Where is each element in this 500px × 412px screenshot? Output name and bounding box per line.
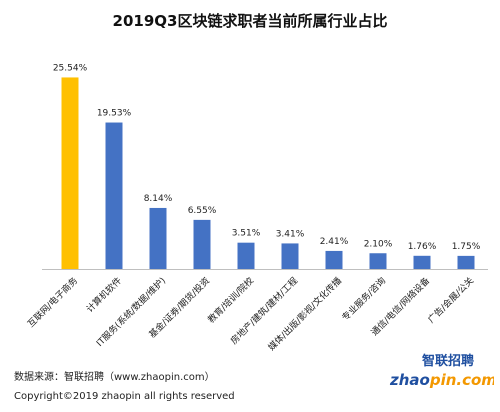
bar-7 (325, 250, 343, 269)
value-label-6: 3.41% (276, 229, 305, 239)
category-label-8: 专业服务/咨询 (339, 275, 388, 324)
category-label-7: 媒体/出版/影视/文化传播 (266, 275, 345, 354)
value-label-2: 19.53% (97, 109, 132, 119)
bars-layer (61, 77, 475, 270)
bar-8 (369, 253, 387, 269)
value-label-5: 3.51% (232, 229, 261, 239)
category-label-10: 广告/会展/公关 (425, 275, 476, 326)
value-label-10: 1.75% (452, 242, 481, 252)
logo-wordmark: zhaopin.com (389, 371, 494, 389)
category-labels-layer: 互联网/电子商务 计算机软件IT服务(系统/数据/维护)基金/证券/期货/投资教育… (25, 275, 476, 354)
value-label-3: 8.14% (144, 194, 173, 204)
bar-2 (105, 122, 123, 270)
value-label-1: 25.54% (53, 63, 88, 73)
bar-5 (237, 242, 255, 269)
bar-3 (149, 207, 167, 269)
value-label-7: 2.41% (320, 237, 349, 247)
copyright-text: Copyright©2019 zhaopin all rights reserv… (14, 391, 235, 402)
value-labels-layer: 25.54% 19.53% 8.14% 6.55% 3.51% 3.41% 2.41% 2.1… (53, 63, 481, 251)
bar-10 (457, 255, 475, 269)
data-source-text: 数据来源：智联招聘（www.zhaopin.com） (14, 372, 215, 383)
chart-title: 2019Q3区块链求职者当前所属行业占比 (112, 12, 388, 30)
category-label-2: 计算机软件 (84, 275, 124, 315)
value-label-9: 1.76% (408, 242, 437, 252)
category-label-1: 互联网/电子商务 (25, 275, 80, 330)
bar-9 (413, 255, 431, 269)
logo-chinese-text: 智联招聘 (422, 353, 474, 369)
category-label-5: 教育/培训/院校 (205, 275, 256, 326)
bar-1 (61, 77, 79, 269)
value-label-4: 6.55% (188, 206, 217, 216)
value-label-8: 2.10% (364, 239, 393, 249)
bar-6 (281, 243, 299, 269)
zhaopin-logo: 智联招聘 zhaopin.com (389, 353, 494, 389)
bar-4 (193, 219, 211, 269)
